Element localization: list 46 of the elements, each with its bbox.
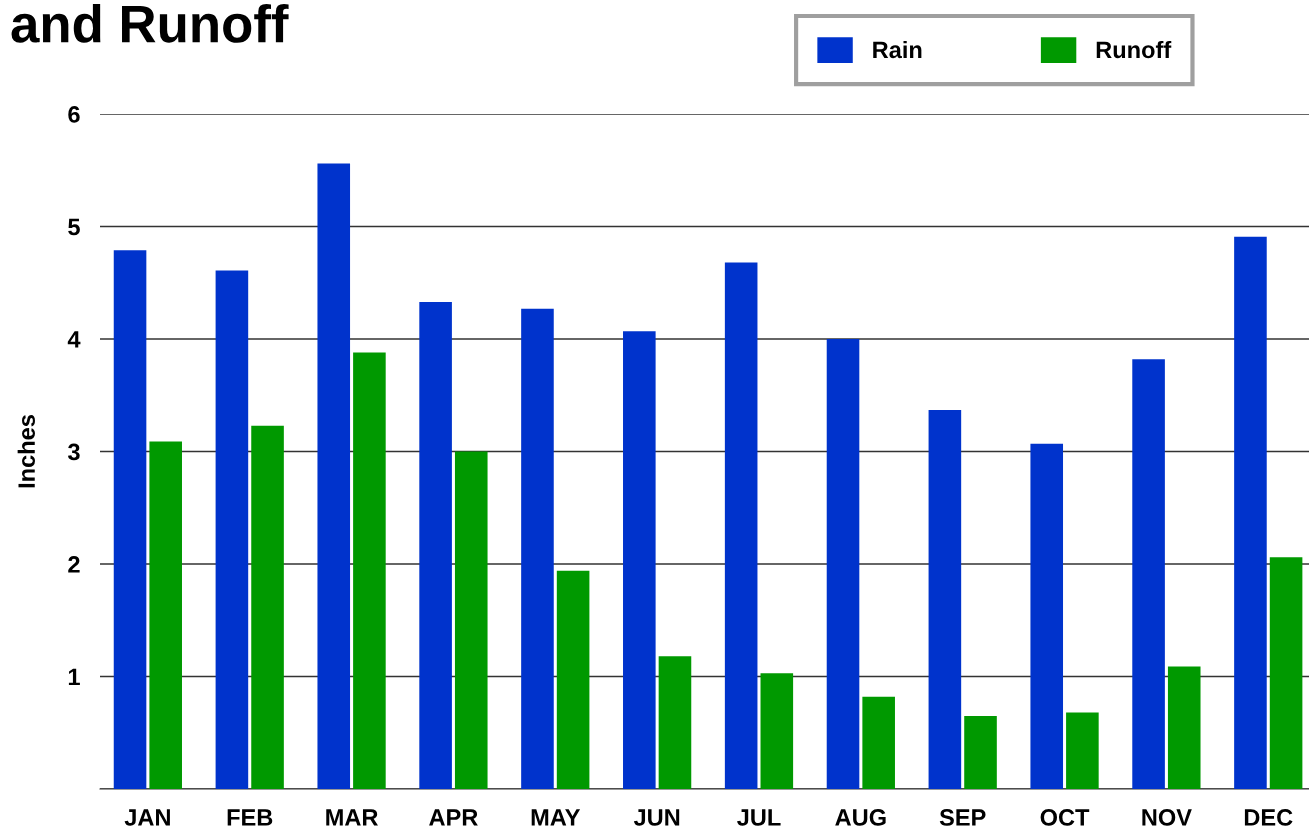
bar bbox=[724, 262, 758, 789]
bar bbox=[1066, 712, 1099, 789]
x-tick-label: FEB bbox=[227, 809, 273, 826]
legend-label: Rain bbox=[873, 40, 922, 59]
bar bbox=[215, 270, 249, 789]
bar bbox=[419, 301, 452, 789]
y-axis-title: Inches bbox=[17, 415, 35, 488]
bar bbox=[454, 451, 488, 789]
x-tick-label: OCT bbox=[1040, 809, 1090, 826]
x-tick-label: JUL bbox=[737, 809, 781, 826]
bar bbox=[1269, 557, 1303, 789]
y-tick-label: 2 bbox=[68, 556, 80, 573]
x-tick-label: SEP bbox=[939, 809, 986, 826]
bar bbox=[964, 715, 997, 789]
bar bbox=[760, 673, 794, 789]
y-tick-label: 6 bbox=[68, 106, 80, 123]
bar bbox=[826, 339, 860, 789]
bar bbox=[623, 331, 656, 789]
x-tick-label: MAR bbox=[326, 809, 378, 826]
y-tick-label: 5 bbox=[68, 218, 80, 236]
x-tick-label: NOV bbox=[1142, 809, 1192, 826]
bar bbox=[1167, 666, 1201, 789]
bar bbox=[251, 425, 284, 789]
bar bbox=[928, 409, 962, 789]
bar bbox=[113, 250, 147, 789]
y-tick-label: 4 bbox=[67, 331, 81, 348]
y-tick-label: 1 bbox=[68, 668, 80, 686]
bar bbox=[1030, 443, 1064, 789]
bar bbox=[1234, 236, 1267, 789]
chart-title: and Runoff bbox=[11, 4, 289, 43]
x-tick-label: JAN bbox=[124, 809, 170, 826]
bar bbox=[521, 308, 554, 789]
legend-label: Runoff bbox=[1096, 40, 1172, 59]
x-tick-label: AUG bbox=[835, 809, 886, 826]
bar bbox=[658, 656, 692, 789]
x-tick-label: DEC bbox=[1244, 809, 1293, 826]
x-tick-label: MAY bbox=[531, 809, 581, 826]
y-tick-label: 3 bbox=[67, 443, 80, 461]
bar bbox=[1132, 359, 1165, 789]
x-tick-label: APR bbox=[429, 809, 478, 826]
bar bbox=[862, 696, 895, 789]
bar bbox=[149, 441, 182, 789]
x-tick-label: JUN bbox=[633, 809, 680, 826]
bar bbox=[317, 163, 351, 789]
bar bbox=[353, 352, 386, 789]
bar bbox=[556, 570, 590, 789]
